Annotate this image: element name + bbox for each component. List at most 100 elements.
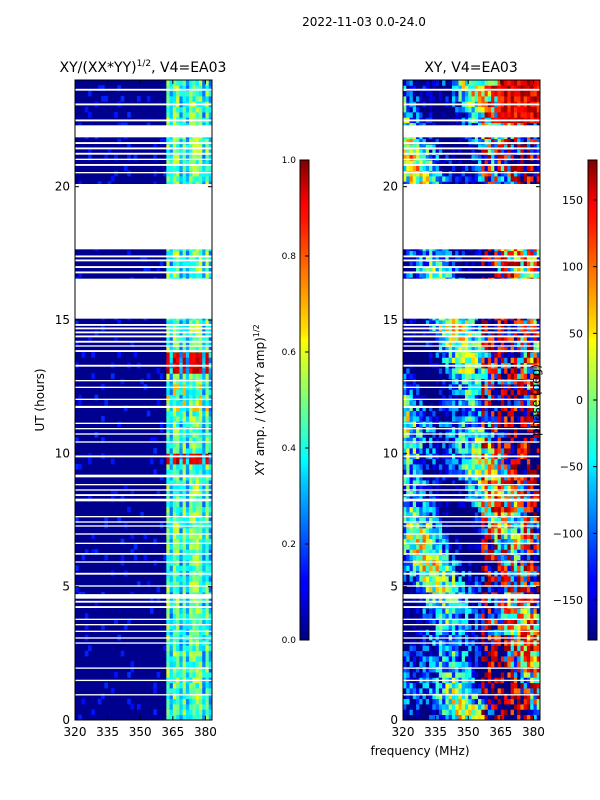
heatmap-cell [438,538,443,545]
heatmap-cell [179,688,184,694]
heatmap-cell [189,501,193,508]
heatmap-cell [435,565,440,572]
heatmap-cell [530,485,534,492]
heatmap-cell [416,581,420,588]
heatmap-cell [172,160,177,166]
heatmap-cell [451,378,456,385]
heatmap-cell [412,581,417,588]
heatmap-cell [202,341,206,348]
heatmap-cell [176,330,180,337]
heatmap-cell [487,528,492,534]
heatmap-cell [412,490,417,497]
heatmap-cell [416,405,420,412]
heatmap-cell [435,554,440,561]
heatmap-cell [504,394,508,401]
heatmap-cell [409,560,414,566]
heatmap-cell [497,608,502,614]
heatmap-cell [403,442,407,449]
heatmap-cell [520,581,525,588]
heatmap-cell [166,650,170,657]
heatmap-cell [484,714,489,720]
heatmap-cell [507,645,512,652]
heatmap-cell [491,693,495,700]
heatmap-cell [507,474,512,481]
heatmap-cell [507,416,512,422]
heatmap-cell [91,709,95,716]
heatmap-cell [484,544,489,550]
heatmap-cell [425,554,430,561]
heatmap-cell [185,608,190,614]
heatmap-cell [189,458,193,465]
heatmap-cell [458,560,463,566]
heatmap-cell [169,709,174,716]
heatmap-cell [403,448,407,454]
heatmap-cell [491,698,495,705]
heatmap-cell [520,709,525,716]
heatmap-cell [172,464,177,470]
heatmap-cell [169,693,174,700]
heatmap-cell [533,421,538,428]
heatmap-cell [406,400,410,406]
heatmap-cell [182,565,187,572]
heatmap-cell [172,645,177,652]
heatmap-cell [435,501,440,508]
heatmap-cell [195,458,200,465]
heatmap-cell [425,645,430,652]
heatmap-cell [533,576,538,582]
heatmap-cell [533,528,538,534]
heatmap-cell [464,528,469,534]
heatmap-cell [481,618,485,625]
heatmap-cell [438,458,443,465]
heatmap-cell [533,618,538,625]
heatmap-cell [416,672,420,678]
heatmap-cell [176,80,180,86]
heatmap-cell [530,698,534,705]
heatmap-cell [198,464,203,470]
heatmap-cell [484,410,489,417]
data-gap-row [75,474,212,478]
heatmap-cell [520,464,525,470]
heatmap-cell [464,608,469,614]
heatmap-cell [438,608,443,614]
heatmap-cell [169,469,174,476]
heatmap-cell [517,597,521,604]
heatmap-cell [474,597,479,604]
heatmap-cell [455,490,459,497]
heatmap-cell [458,346,463,353]
heatmap-cell [530,426,534,433]
heatmap-cell [185,528,190,534]
heatmap-cell [182,96,187,102]
heatmap-cell [169,458,174,465]
heatmap-cell [504,368,508,374]
heatmap-cell [205,341,210,348]
heatmap-cell [442,346,446,353]
heatmap-cell [455,480,459,486]
heatmap-cell [202,352,206,358]
heatmap-cell [403,597,407,604]
heatmap-cell [416,400,420,406]
heatmap-cell [185,154,190,161]
heatmap-cell [471,474,476,481]
heatmap-cell [478,544,482,550]
heatmap-cell [455,666,459,673]
heatmap-cell [185,560,190,566]
heatmap-cell [179,250,184,257]
heatmap-cell [455,624,459,630]
heatmap-cell [195,266,200,273]
heatmap-cell [438,442,443,449]
heatmap-cell [478,458,482,465]
heatmap-cell [530,352,534,358]
heatmap-cell [520,624,525,630]
heatmap-cell [510,554,515,561]
heatmap-cell [416,533,420,540]
heatmap-cell [208,437,212,444]
heatmap-cell [419,581,423,588]
heatmap-cell [208,629,212,636]
heatmap-cell [510,474,515,481]
heatmap-cell [451,432,456,438]
heatmap-cell [507,506,512,513]
heatmap-cell [195,613,200,620]
heatmap-cell [182,341,187,348]
heatmap-cell [208,586,212,593]
heatmap-cell [195,549,200,556]
